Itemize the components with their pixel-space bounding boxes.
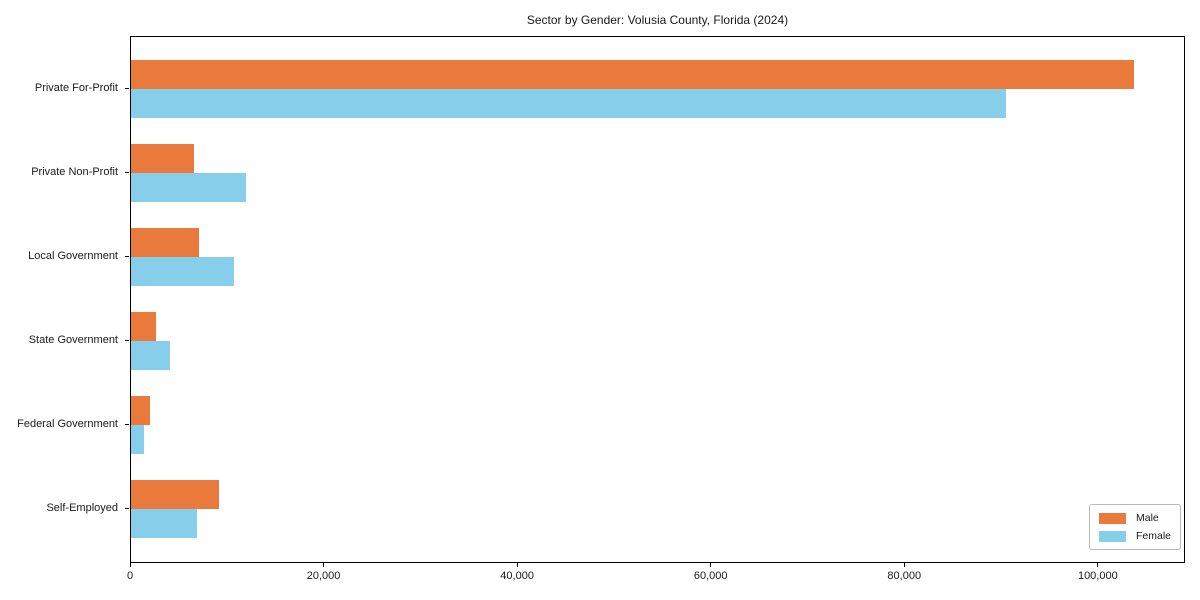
legend: Male Female xyxy=(1089,504,1182,550)
y-tick-mark xyxy=(125,340,129,341)
y-tick-label: Self-Employed xyxy=(46,502,118,514)
plot-area xyxy=(130,36,1185,563)
y-tick-mark xyxy=(125,172,129,173)
legend-item-female: Female xyxy=(1099,530,1171,542)
bar-female-4 xyxy=(131,425,144,454)
chart-title: Sector by Gender: Volusia County, Florid… xyxy=(526,13,789,27)
bar-female-2 xyxy=(131,257,235,286)
x-tick-mark xyxy=(129,563,131,567)
x-tick-label: 40,000 xyxy=(500,570,534,582)
y-axis: Private For-Profit Private Non-Profit Loca… xyxy=(0,36,130,563)
legend-swatch xyxy=(1099,512,1126,524)
x-tick-label: 60,000 xyxy=(693,570,728,582)
bar-male-4 xyxy=(131,396,151,425)
x-tick-label: 80,000 xyxy=(887,570,922,582)
bar-male-3 xyxy=(131,312,156,341)
bar-female-1 xyxy=(131,173,246,202)
x-axis: 0 20,000 40,000 60,000 80,000 100,000 xyxy=(126,563,1185,593)
legend-label: Male xyxy=(1136,512,1159,524)
bar-male-2 xyxy=(131,228,199,257)
x-tick-label: 0 xyxy=(126,570,134,582)
y-tick-label: State Government xyxy=(28,334,118,346)
legend-item-male: Male xyxy=(1099,512,1171,524)
x-tick-label: 20,000 xyxy=(306,570,341,582)
y-tick-mark xyxy=(125,424,129,425)
legend-swatch xyxy=(1099,530,1126,542)
y-tick-mark xyxy=(125,88,129,89)
legend-label: Female xyxy=(1136,530,1172,542)
x-tick-mark xyxy=(516,563,518,567)
x-tick-mark xyxy=(1097,563,1099,567)
bar-female-5 xyxy=(131,509,197,538)
bar-female-3 xyxy=(131,341,171,370)
bar-male-0 xyxy=(131,60,1134,89)
x-tick-mark xyxy=(903,563,905,567)
y-tick-label: Federal Government xyxy=(17,418,118,430)
y-tick-label: Local Government xyxy=(28,250,118,262)
x-tick-mark xyxy=(710,563,712,567)
bars-layer xyxy=(131,37,1184,562)
y-tick-mark xyxy=(125,256,129,257)
bar-male-1 xyxy=(131,144,194,173)
x-tick-mark xyxy=(323,563,325,567)
x-tick-label: 100,000 xyxy=(1077,570,1118,582)
y-tick-mark xyxy=(125,508,129,509)
bar-male-5 xyxy=(131,480,219,509)
bar-female-0 xyxy=(131,89,1006,118)
y-tick-label: Private For-Profit xyxy=(34,82,118,94)
y-tick-label: Private Non-Profit xyxy=(31,166,118,178)
